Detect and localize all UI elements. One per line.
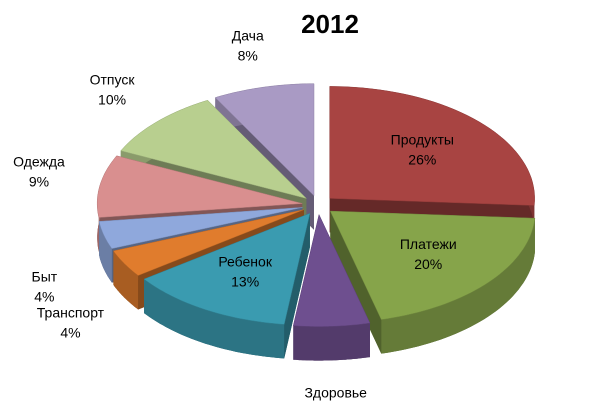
slice bbox=[329, 86, 535, 206]
chart-title: 2012 bbox=[301, 9, 359, 39]
slice-wall bbox=[330, 211, 382, 354]
category-label: Одежда bbox=[13, 153, 65, 169]
slice bbox=[292, 213, 371, 327]
value-label: 26% bbox=[408, 152, 436, 168]
slice-rim bbox=[293, 323, 370, 361]
slice bbox=[214, 83, 315, 197]
value-label: 4% bbox=[60, 324, 80, 340]
slice bbox=[329, 210, 536, 320]
slice bbox=[143, 212, 311, 359]
slice bbox=[292, 213, 371, 361]
category-label: Ребенок bbox=[218, 254, 273, 270]
slice-rim bbox=[381, 218, 535, 354]
value-label: 10% bbox=[98, 91, 126, 107]
slice-rim bbox=[144, 279, 285, 359]
slice bbox=[120, 100, 308, 199]
category-label: Отпуск bbox=[90, 71, 136, 87]
value-label: 13% bbox=[231, 274, 259, 290]
value-label: 9% bbox=[29, 173, 49, 189]
category-label: Продукты bbox=[391, 132, 454, 148]
category-label: Быт bbox=[32, 268, 58, 284]
slice bbox=[98, 207, 303, 249]
value-label: 4% bbox=[34, 288, 54, 304]
value-label: 20% bbox=[414, 256, 442, 272]
slice bbox=[96, 155, 303, 218]
slice bbox=[329, 210, 536, 354]
value-label: 8% bbox=[238, 47, 258, 63]
category-label: Транспорт bbox=[37, 304, 105, 320]
slice-rim bbox=[99, 221, 112, 283]
slice-rim bbox=[113, 250, 139, 310]
slice bbox=[112, 209, 305, 276]
category-label: Здоровье bbox=[304, 385, 367, 401]
category-label: Дача bbox=[232, 27, 264, 43]
category-label: Платежи bbox=[400, 236, 457, 252]
slice bbox=[143, 212, 311, 325]
